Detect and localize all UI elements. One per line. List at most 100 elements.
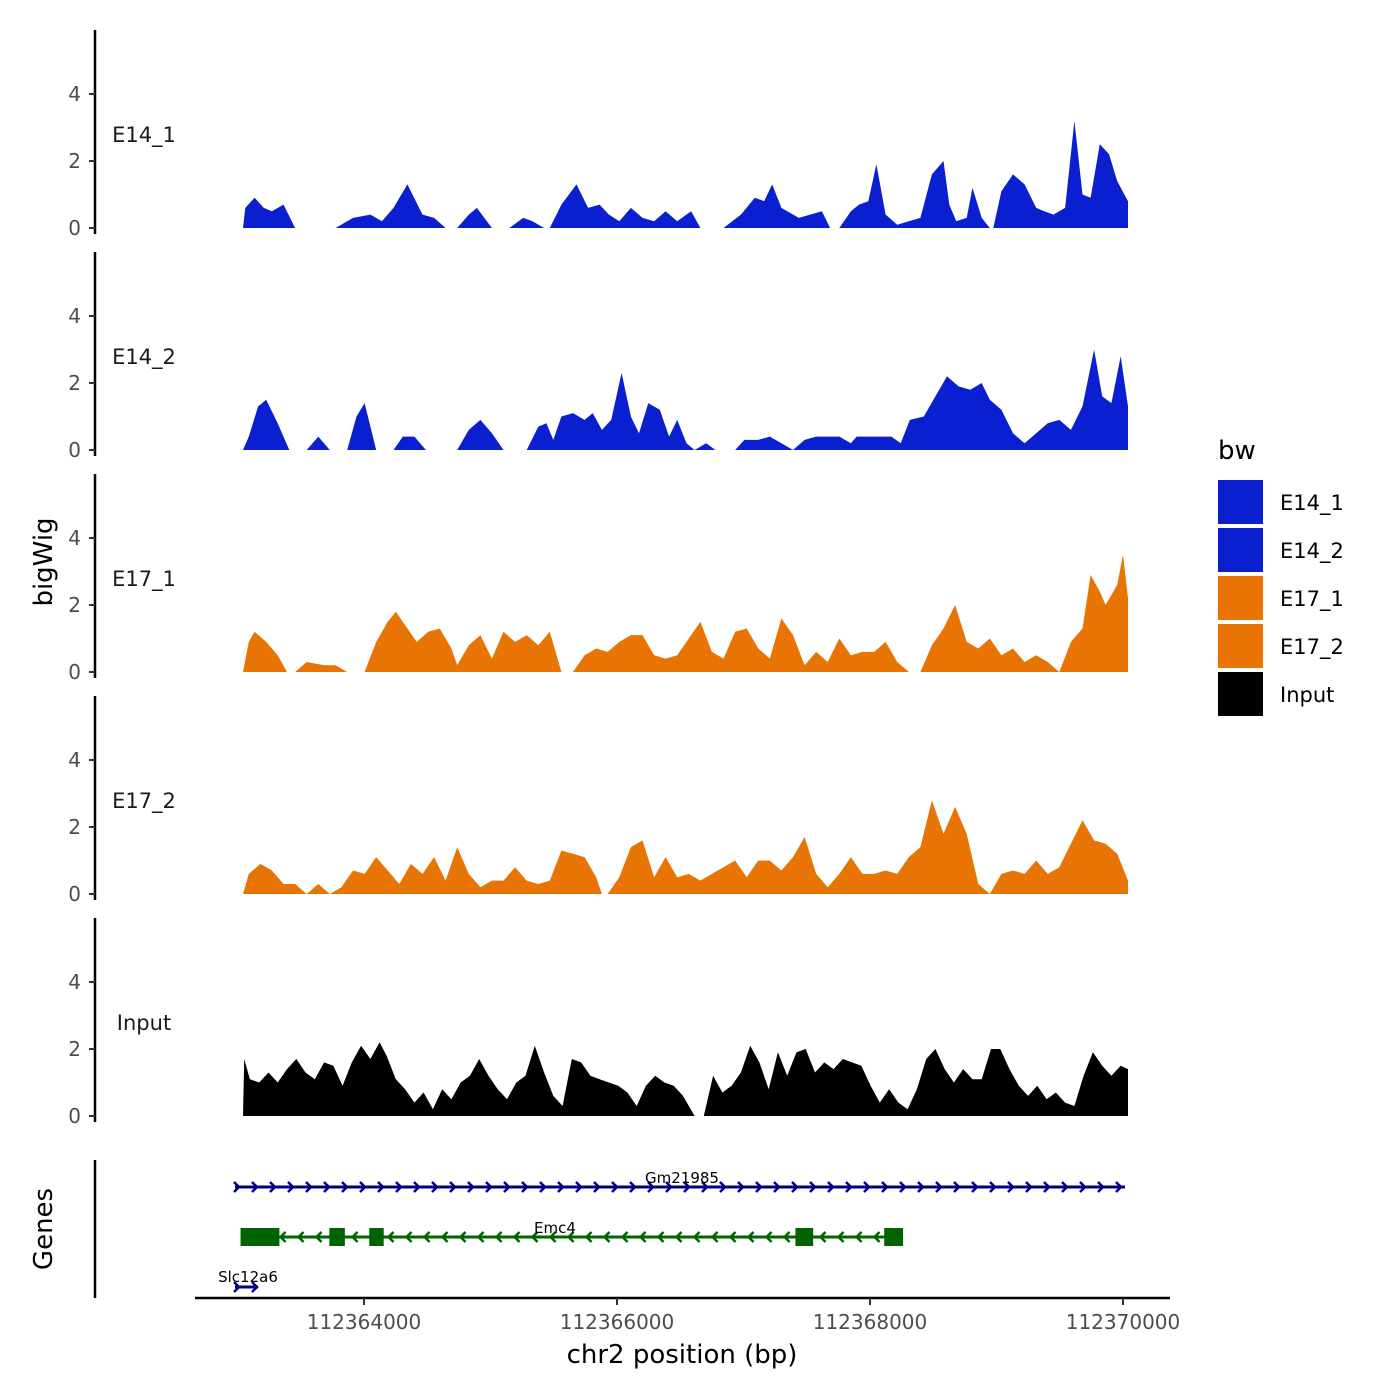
strand-arrow-icon [665,1181,673,1193]
gene-label: Gm21985 [645,1169,719,1187]
strand-arrow-icon [251,1181,259,1193]
gene-gm21985: Gm21985 [233,1169,1125,1193]
strand-arrow-icon [764,1231,773,1243]
strand-arrow-icon [296,1231,305,1243]
panel-e14-2: 0 2 4 E14_2 [68,252,1128,462]
gene-label: Slc12a6 [218,1268,278,1286]
strand-arrow-icon [818,1231,827,1243]
strand-arrow-icon [989,1181,997,1193]
strand-arrow-icon [629,1181,637,1193]
strand-arrow-icon [917,1181,925,1193]
legend-label: E17_2 [1280,635,1344,660]
panel-input: 0 2 4 Input [68,918,1128,1128]
strand-arrow-icon [512,1231,521,1243]
strand-arrow-icon [647,1181,655,1193]
genes-track: Gm21985 Emc4 Slc12a6 [93,1160,1125,1298]
strand-arrow-icon [755,1181,763,1193]
strand-arrow-icon [305,1181,313,1193]
strand-arrow-icon [845,1181,853,1193]
strand-arrow-icon [719,1181,727,1193]
panel-label: Input [117,1011,171,1035]
signal-area-input [243,1042,1128,1116]
x-axis-title: chr2 position (bp) [567,1340,798,1370]
strand-arrow-icon [395,1181,403,1193]
y-tick-label: 2 [68,149,81,173]
panel-e17-1: 0 2 4 E17_1 [68,474,1128,684]
strand-arrow-icon [638,1231,647,1243]
strand-arrow-icon [971,1181,979,1193]
strand-arrow-icon [827,1181,835,1193]
signal-area-e14-1 [243,77,1128,228]
strand-arrow-icon [836,1231,845,1243]
strand-arrow-icon [1115,1181,1123,1193]
strand-arrow-icon [791,1181,799,1193]
y-tick-label: 4 [68,970,81,994]
exon [795,1228,814,1246]
strand-arrow-icon [809,1181,817,1193]
panel-label: E14_1 [112,123,176,148]
strand-arrow-icon [503,1181,511,1193]
y-tick-label: 4 [68,748,81,772]
strand-arrow-icon [233,1181,241,1193]
strand-arrow-icon [422,1231,431,1243]
y-tick-label: 4 [68,526,81,550]
strand-arrow-icon [1025,1181,1033,1193]
strand-arrow-icon [341,1181,349,1193]
y-tick-label: 0 [68,660,81,684]
strand-arrow-icon [593,1181,601,1193]
strand-arrow-icon [386,1231,395,1243]
legend-swatch [1218,672,1263,716]
strand-arrow-icon [692,1231,701,1243]
signal-area-e17-2 [243,753,1128,894]
y-tick-label: 2 [68,593,81,617]
genes-axis-title: Genes [29,1188,59,1270]
panel-e17-2: 0 2 4 E17_2 [68,696,1128,906]
strand-arrow-icon [953,1181,961,1193]
strand-arrow-icon [701,1181,709,1193]
panel-label: E14_2 [112,345,176,370]
strand-arrow-icon [782,1231,791,1243]
strand-arrow-icon [566,1231,575,1243]
strand-arrow-icon [233,1281,241,1293]
strand-arrow-icon [728,1231,737,1243]
x-axis: 112364000 112366000 112368000 112370000 [195,1296,1180,1334]
strand-arrow-icon [1079,1181,1087,1193]
strand-arrow-icon [287,1181,295,1193]
strand-arrow-icon [899,1181,907,1193]
strand-arrow-icon [863,1181,871,1193]
strand-arrow-icon [872,1231,881,1243]
y-tick-label: 2 [68,1037,81,1061]
strand-arrow-icon [431,1181,439,1193]
strand-arrow-icon [458,1231,467,1243]
strand-arrow-icon [584,1231,593,1243]
strand-arrow-icon [620,1231,629,1243]
strand-arrow-icon [539,1181,547,1193]
strand-arrow-icon [773,1181,781,1193]
strand-arrow-icon [269,1181,277,1193]
strand-arrow-icon [530,1231,539,1243]
y-tick-label: 4 [68,82,81,106]
strand-arrow-icon [656,1231,665,1243]
strand-arrow-icon [548,1231,557,1243]
strand-arrow-icon [746,1231,755,1243]
signal-area-e14-2 [243,265,1128,450]
legend-label: E14_1 [1280,491,1344,516]
panel-label: E17_2 [112,789,176,814]
strand-arrow-icon [404,1231,413,1243]
strand-arrow-icon [1061,1181,1069,1193]
strand-arrow-icon [476,1231,485,1243]
legend-swatch [1218,528,1263,572]
y-tick-label: 2 [68,815,81,839]
strand-arrow-icon [1097,1181,1105,1193]
strand-arrow-icon [854,1231,863,1243]
strand-arrow-icon [602,1231,611,1243]
panel-label: E17_1 [112,567,176,592]
legend-label: E14_2 [1280,539,1344,564]
panel-e14-1: 0 2 4 E14_1 [68,30,1128,240]
gene-slc12a6: Slc12a6 [218,1268,278,1293]
signal-panels: 0 2 4 E14_1 0 2 4 E14_2 0 2 4 E17_1 0 2 4 E17_2 0 2 4 Input [68,30,1128,1128]
legend-swatch [1218,480,1263,524]
exon [369,1228,384,1246]
strand-arrow-icon [521,1181,529,1193]
